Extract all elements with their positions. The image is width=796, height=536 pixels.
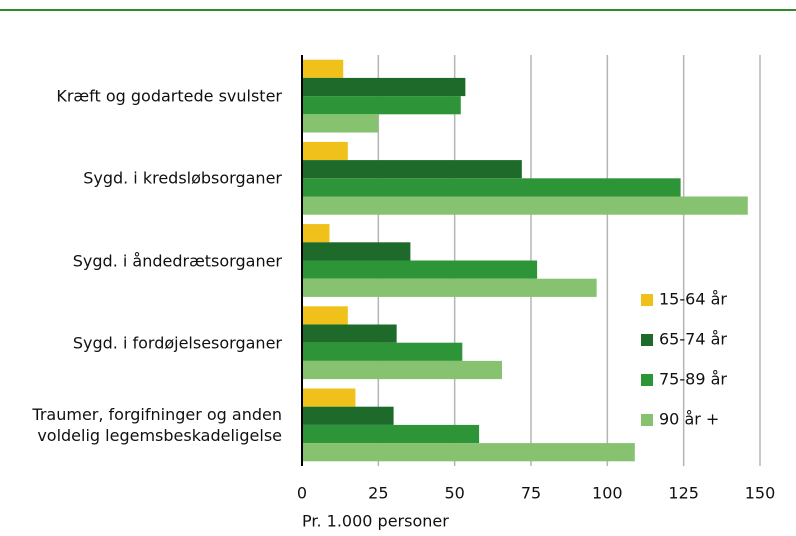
legend-label: 15-64 år (659, 290, 727, 309)
bar (302, 443, 635, 462)
x-tick-label: 75 (521, 484, 541, 503)
category-label: Sygd. i kredsløbsorganer (83, 168, 282, 188)
category-label: Sygd. i åndedrætsorganer (72, 251, 282, 270)
bar (302, 196, 748, 215)
x-tick-label: 25 (368, 484, 388, 503)
bar (302, 96, 461, 115)
bar (302, 141, 348, 161)
legend-swatch (641, 414, 653, 426)
bar (302, 406, 394, 425)
bar (302, 360, 502, 380)
bar (302, 278, 597, 297)
legend-swatch (641, 294, 653, 306)
x-axis-title: Pr. 1.000 personer (302, 512, 449, 531)
bar (302, 324, 397, 343)
x-tick-label: 125 (668, 484, 699, 503)
x-tick-label: 100 (592, 484, 623, 503)
bar (302, 178, 681, 197)
bar (302, 114, 379, 133)
bar (302, 388, 356, 407)
bar (302, 224, 330, 243)
legend-label: 65-74 år (659, 330, 727, 349)
category-label: Kræft og godartede svulster (56, 86, 282, 106)
bar (302, 160, 522, 179)
category-label: Traumer, forgifninger og anden voldelig … (32, 404, 282, 445)
bar (302, 59, 344, 78)
bar (302, 306, 348, 325)
legend-swatch (641, 374, 653, 386)
x-tick-label: 0 (297, 484, 307, 503)
legend-label: 75-89 år (659, 370, 727, 389)
category-label: Sygd. i fordøjelsesorganer (72, 333, 282, 353)
legend-label: 90 år + (659, 410, 719, 429)
bar (302, 260, 538, 279)
bar (302, 242, 411, 261)
legend-swatch (641, 334, 653, 346)
x-tick-label: 50 (444, 484, 464, 503)
x-tick-label: 150 (745, 484, 776, 503)
bar (302, 424, 480, 444)
bar (302, 77, 466, 97)
bar (302, 342, 463, 361)
